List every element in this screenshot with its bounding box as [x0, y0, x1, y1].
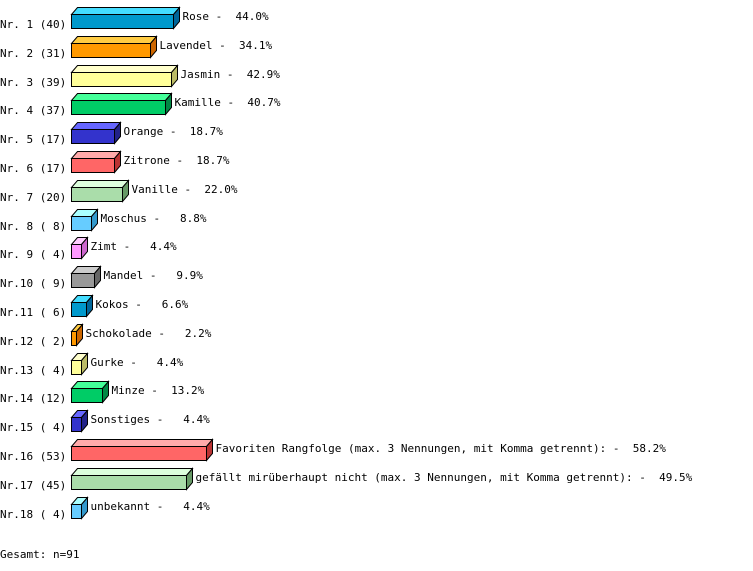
category-label: Nr. 1 (40)	[0, 18, 66, 31]
category-label: Nr.13 ( 4)	[0, 364, 66, 377]
bar-top	[70, 122, 122, 130]
bar	[71, 216, 92, 231]
category-label: Nr. 6 (17)	[0, 162, 66, 175]
bar-top	[70, 468, 194, 476]
bar	[71, 417, 82, 432]
bar	[71, 100, 166, 115]
category-label: Nr. 2 (31)	[0, 47, 66, 60]
value-label: Lavendel - 34.1%	[160, 39, 273, 52]
value-label: Jasmin - 42.9%	[181, 68, 281, 81]
bar-top	[70, 439, 214, 447]
bar	[71, 273, 95, 288]
category-label: Nr.10 ( 9)	[0, 277, 66, 290]
category-label: Nr. 7 (20)	[0, 191, 66, 204]
bar	[71, 187, 123, 202]
category-label: Nr.16 (53)	[0, 450, 66, 463]
value-label: Zimt - 4.4%	[91, 240, 177, 253]
value-label: Schokolade - 2.2%	[86, 327, 212, 340]
value-label: gefällt mirüberhaupt nicht (max. 3 Nennu…	[196, 471, 693, 484]
bar	[71, 388, 103, 403]
category-label: Nr.11 ( 6)	[0, 306, 66, 319]
category-label: Nr.14 (12)	[0, 392, 66, 405]
bar	[71, 475, 187, 490]
bar	[71, 244, 82, 259]
value-label: Zitrone - 18.7%	[124, 154, 230, 167]
bar-top	[70, 151, 122, 159]
value-label: Rose - 44.0%	[183, 10, 269, 23]
category-label: Nr.12 ( 2)	[0, 335, 66, 348]
bar-top	[70, 180, 130, 188]
bar-top	[70, 7, 181, 15]
bar-top	[70, 65, 179, 73]
category-label: Nr. 5 (17)	[0, 133, 66, 146]
bar-top	[70, 93, 173, 101]
value-label: Kokos - 6.6%	[96, 298, 189, 311]
bar	[71, 129, 115, 144]
value-label: Orange - 18.7%	[124, 125, 224, 138]
value-label: Sonstiges - 4.4%	[91, 413, 211, 426]
bar	[71, 158, 115, 173]
category-label: Nr. 9 ( 4)	[0, 248, 66, 261]
value-label: unbekannt - 4.4%	[91, 500, 211, 513]
value-label: Moschus - 8.8%	[101, 212, 207, 225]
bar	[71, 504, 82, 519]
bar	[71, 43, 151, 58]
category-label: Nr. 4 (37)	[0, 104, 66, 117]
value-label: Mandel - 9.9%	[104, 269, 204, 282]
bar	[71, 360, 82, 375]
value-label: Favoriten Rangfolge (max. 3 Nennungen, m…	[216, 442, 667, 455]
bar	[71, 446, 207, 461]
value-label: Minze - 13.2%	[112, 384, 205, 397]
total-footer: Gesamt: n=91	[0, 548, 79, 561]
category-label: Nr. 3 (39)	[0, 76, 66, 89]
bar	[71, 302, 87, 317]
bar	[71, 14, 174, 29]
bar-top	[70, 36, 158, 44]
value-label: Gurke - 4.4%	[91, 356, 184, 369]
category-label: Nr.17 (45)	[0, 479, 66, 492]
category-label: Nr.15 ( 4)	[0, 421, 66, 434]
value-label: Kamille - 40.7%	[175, 96, 281, 109]
category-label: Nr. 8 ( 8)	[0, 220, 66, 233]
bar	[71, 331, 77, 346]
bar	[71, 72, 172, 87]
category-label: Nr.18 ( 4)	[0, 508, 66, 521]
value-label: Vanille - 22.0%	[132, 183, 238, 196]
